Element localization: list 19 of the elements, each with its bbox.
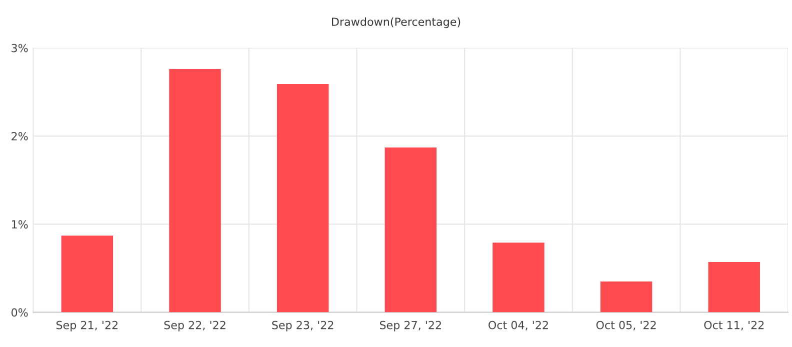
bar (384, 147, 437, 312)
x-tick-label: Sep 27, '22 (380, 320, 441, 332)
x-tick-label: Oct 05, '22 (596, 320, 656, 330)
y-tick-label: 1% (12, 220, 28, 229)
y-tick-label: 3% (12, 44, 28, 52)
bar (169, 69, 221, 312)
x-tick-label: Oct 04, '22 (488, 320, 548, 330)
y-tick-label: 0% (12, 308, 28, 317)
x-tick-label: Sep 21, '22 (56, 320, 118, 332)
bar (708, 262, 760, 312)
x-tick-label: Sep 23, '22 (272, 320, 334, 332)
y-tick-label: 2% (12, 132, 28, 140)
bar (600, 281, 652, 312)
bar (61, 236, 114, 312)
chart-title: Drawdown(Percentage) (332, 17, 460, 28)
bar (276, 84, 329, 312)
bar (492, 242, 544, 312)
x-tick-label: Sep 22, '22 (164, 320, 226, 332)
x-tick-label: Oct 11, '22 (704, 320, 764, 330)
